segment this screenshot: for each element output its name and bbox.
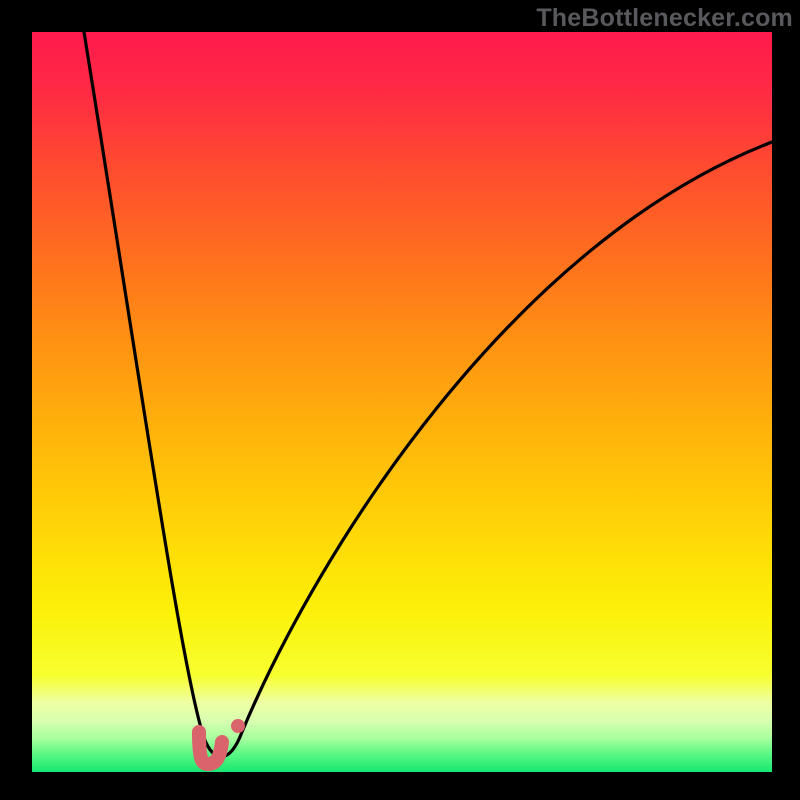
plot-svg [32, 32, 772, 772]
plot-area [32, 32, 772, 772]
right-dot-marker [231, 719, 245, 733]
watermark-text: TheBottlenecker.com [536, 4, 793, 33]
chart-frame: TheBottlenecker.com [0, 0, 800, 800]
